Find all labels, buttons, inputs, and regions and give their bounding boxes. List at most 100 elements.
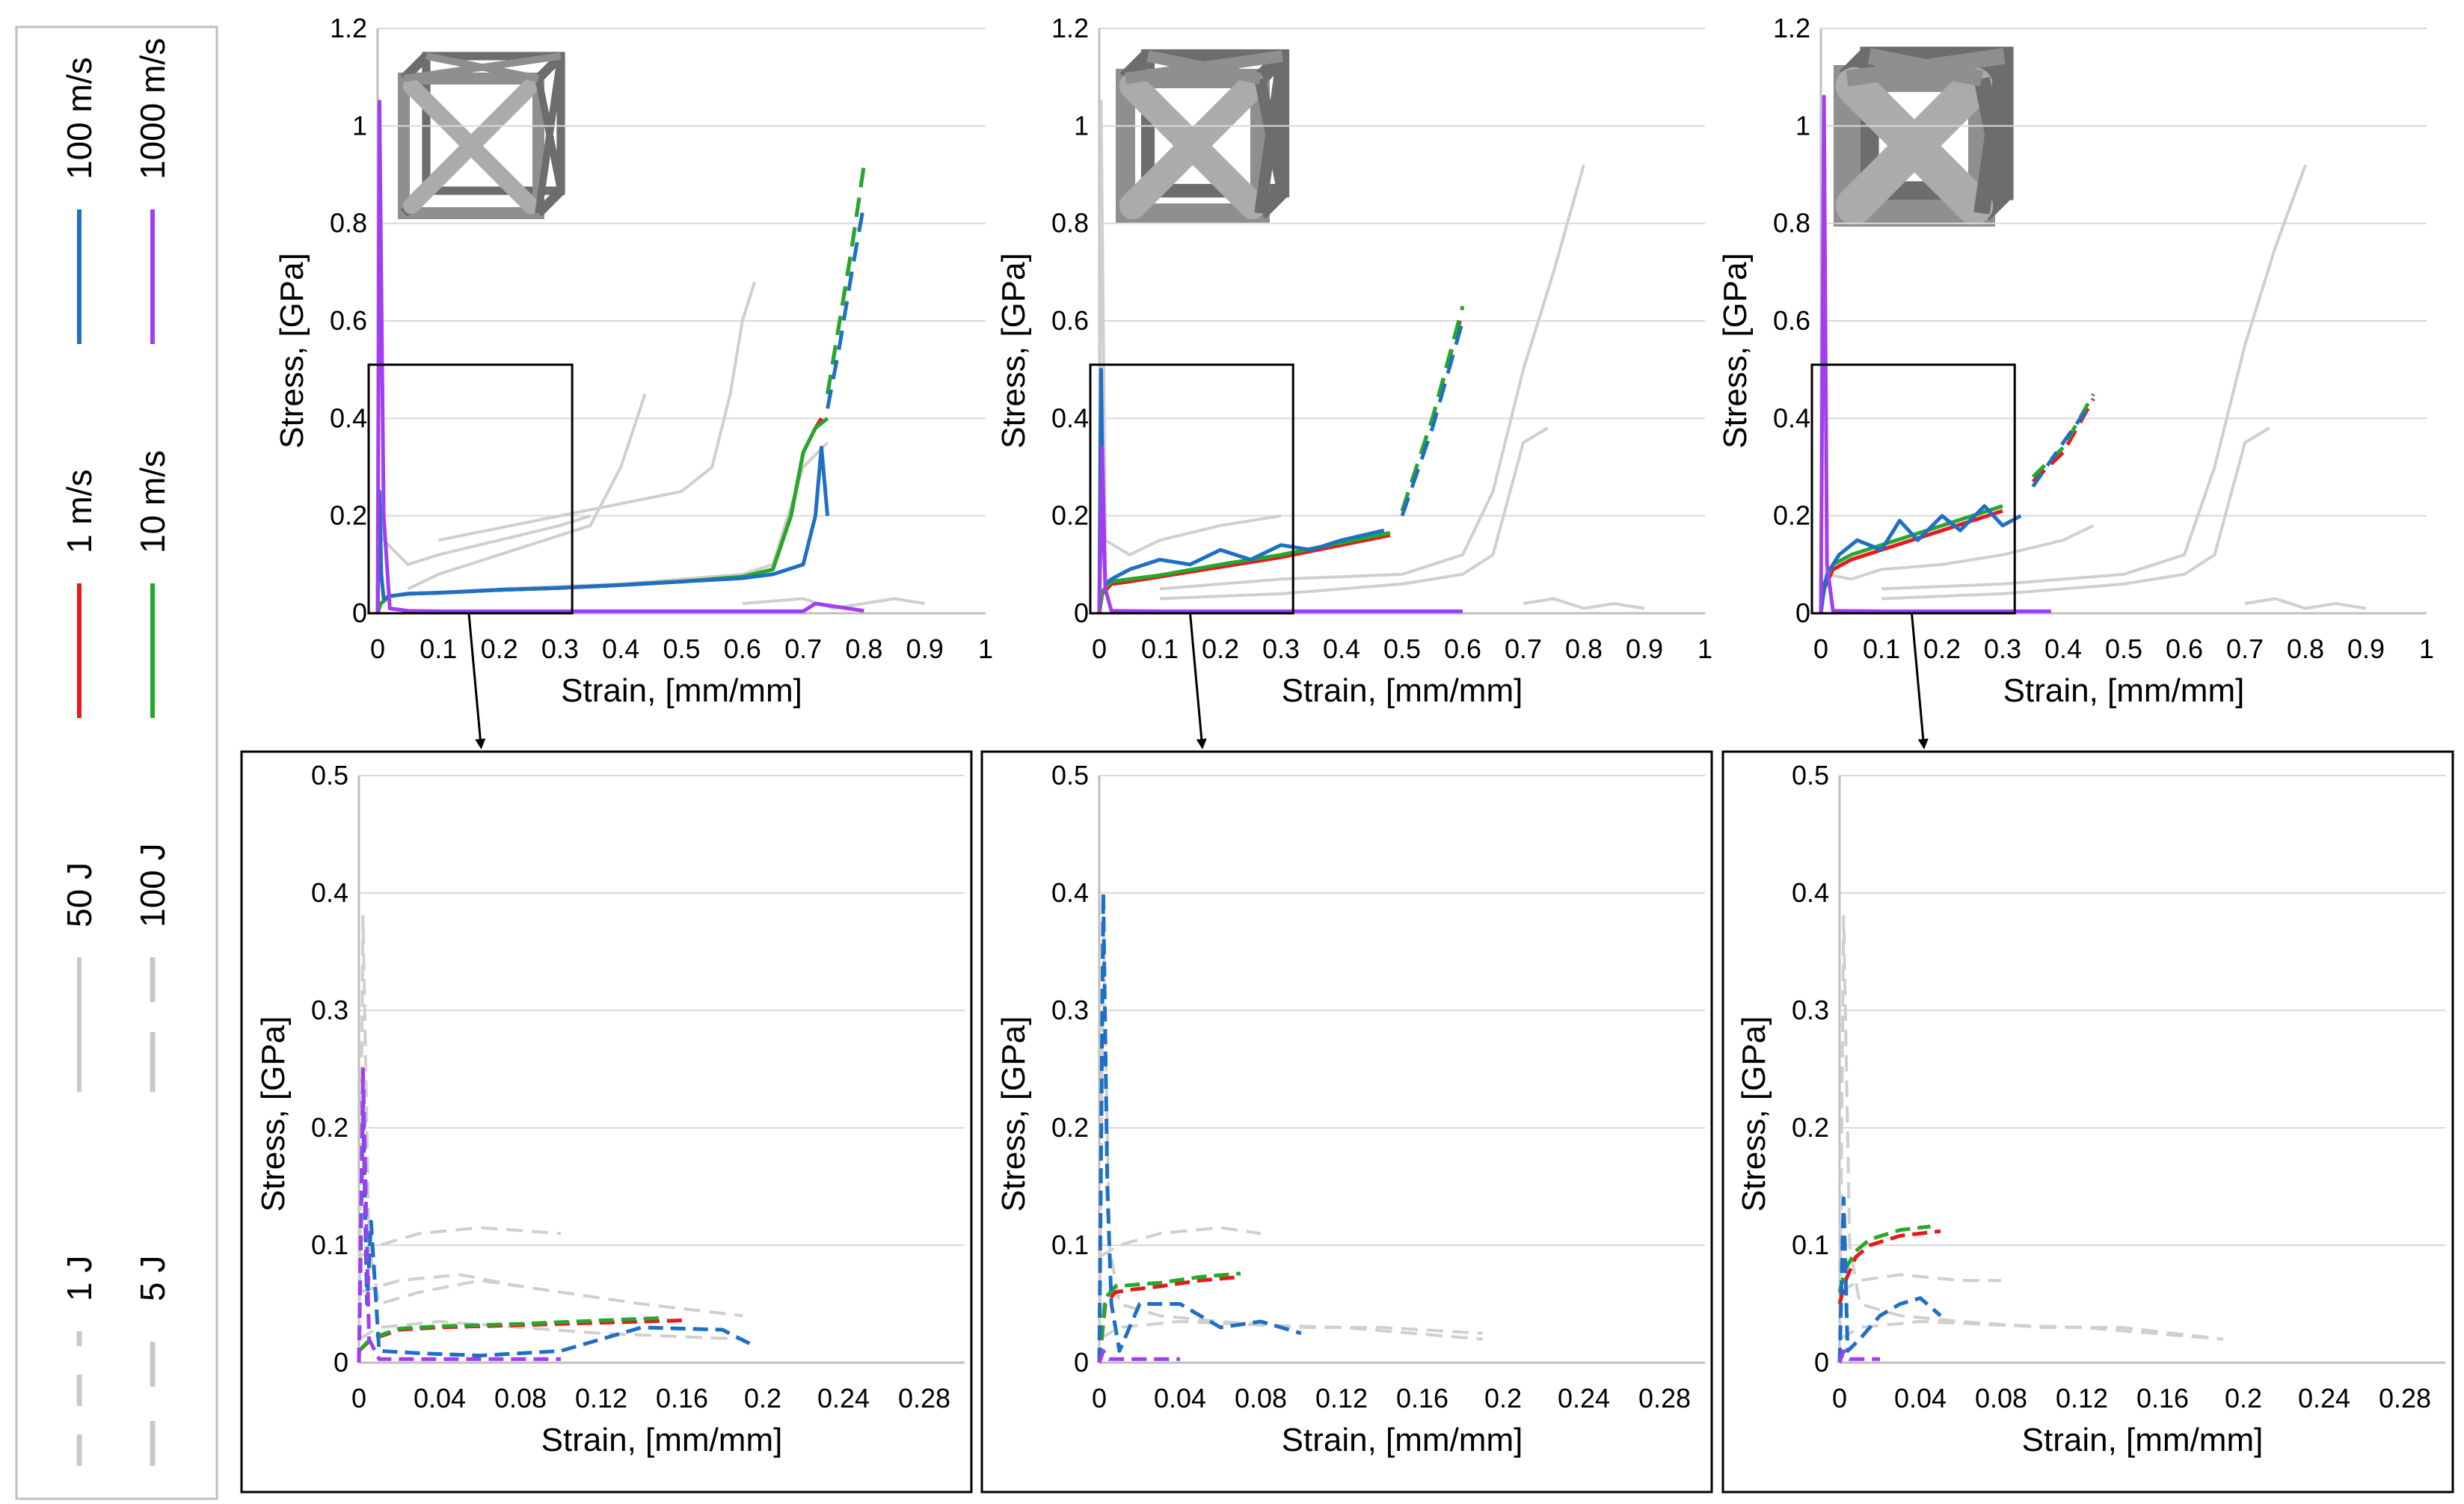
series-extension-10-m-s	[1400, 305, 1465, 512]
x-tick-label: 0.6	[724, 633, 761, 664]
y-tick-label: 0.5	[1792, 760, 1829, 791]
zoom-panel-frame	[980, 750, 1713, 1494]
zoom-arrow	[467, 613, 486, 749]
legend-label: 100 J	[133, 843, 172, 927]
y-tick-label: 1.2	[1773, 13, 1810, 43]
lattice-cell-icon	[1834, 46, 2014, 227]
reference-series-line	[1881, 426, 2270, 601]
lattice-cell-icon	[1116, 49, 1290, 223]
y-tick-label: 0	[334, 1347, 348, 1378]
reference-series-line	[437, 281, 757, 542]
zoom-arrow	[1189, 613, 1207, 749]
reference-series-line	[357, 915, 743, 1363]
x-axis-label: Strain, [mm/mm]	[2003, 672, 2245, 709]
y-tick-label: 0.3	[311, 995, 348, 1025]
series-line-1-m-s	[1837, 1229, 1941, 1305]
x-tick-label: 0.8	[1565, 633, 1603, 664]
series-line-100-m-s	[1097, 891, 1302, 1363]
y-tick-label: 0.4	[1051, 877, 1089, 908]
legend-label: 1 J	[60, 1256, 99, 1301]
x-axis-label: Strain, [mm/mm]	[1282, 1422, 1523, 1458]
y-tick-label: 0.2	[1051, 1112, 1089, 1143]
x-tick-label: 0.16	[2136, 1383, 2189, 1414]
y-tick-label: 1.2	[330, 13, 367, 43]
x-tick-label: 0.6	[2166, 633, 2203, 664]
y-tick-label: 0	[352, 598, 367, 628]
legend-label: 100 m/s	[60, 57, 99, 179]
reference-series-line	[1838, 1320, 2224, 1341]
legend-frame	[15, 25, 218, 1500]
x-tick-label: 0.3	[1984, 633, 2021, 664]
y-tick-label: 0.4	[330, 402, 367, 433]
series-line-1000-m-s	[1837, 1348, 1880, 1363]
reference-series-line	[1838, 915, 2224, 1363]
reference-series-line	[2244, 597, 2367, 610]
y-tick-label: 0	[1074, 598, 1089, 628]
zoom-box	[367, 363, 574, 615]
x-tick-label: 0	[1092, 1383, 1107, 1414]
reference-series-line	[357, 1226, 562, 1259]
x-tick-label: 0.7	[1505, 633, 1542, 664]
x-tick-label: 0.08	[1235, 1383, 1287, 1414]
y-tick-label: 0.1	[1792, 1230, 1829, 1260]
series-extension-10-m-s	[2031, 393, 2095, 479]
reference-series-line	[1159, 426, 1549, 601]
x-tick-label: 0.2	[1923, 633, 1961, 664]
y-tick-label: 1	[352, 110, 367, 141]
series-line-100-m-s	[1837, 1196, 1942, 1363]
series-line-10-m-s	[357, 1316, 663, 1353]
x-tick-label: 0.28	[2379, 1383, 2431, 1414]
x-tick-label: 0.9	[906, 633, 944, 664]
x-tick-label: 0.4	[2044, 633, 2082, 664]
x-tick-label: 0.08	[494, 1383, 547, 1414]
legend: 1 J 50 J 1 m/s 100 m/s 5 J 100 J 10 m/s 1000 m/…	[15, 25, 218, 1500]
x-tick-label: 0.4	[602, 633, 639, 664]
legend-label: 1000 m/s	[133, 38, 172, 179]
y-axis-label: Stress, [GPa]	[995, 1016, 1032, 1212]
y-tick-label: 0.5	[311, 760, 348, 791]
series-line-1-m-s	[357, 1319, 683, 1353]
y-tick-label: 1	[1795, 110, 1810, 141]
x-tick-label: 0.9	[1626, 633, 1663, 664]
x-tick-label: 0.24	[2298, 1383, 2350, 1414]
y-tick-label: 0.1	[311, 1230, 348, 1260]
x-tick-label: 0.24	[1558, 1383, 1610, 1414]
y-axis-label: Stress, [GPa]	[1736, 1016, 1772, 1212]
y-axis-label: Stress, [GPa]	[255, 1016, 292, 1212]
x-axis-label: Strain, [mm/mm]	[1282, 672, 1523, 709]
chart-bottom-left: 0 0.1 0.2 0.3 0.4 0.5 0 0.04 0.08 0.12 0.16 0.2 0.24…	[240, 750, 973, 1494]
y-axis-label: Stress, [GPa]	[274, 253, 310, 449]
x-tick-label: 0.2	[481, 633, 518, 664]
y-tick-label: 0.3	[1051, 995, 1089, 1025]
reference-series-line	[1523, 597, 1645, 610]
x-tick-label: 0.16	[656, 1383, 708, 1414]
zoom-box	[1810, 363, 2016, 615]
x-tick-label: 0.1	[1863, 633, 1900, 664]
x-tick-label: 0.2	[2225, 1383, 2262, 1414]
series-extension-100-m-s	[1400, 320, 1465, 517]
x-tick-label: 0	[351, 1383, 366, 1414]
chart-top-right: 0 0.2 0.4 0.6 0.8 1 1.2 0 0.1 0.2 0.3 0.4 0.5 0.6 0.7 0…	[1717, 13, 2434, 709]
y-tick-label: 0.8	[330, 208, 367, 239]
x-tick-label: 0.2	[1484, 1383, 1522, 1414]
legend-label: 1 m/s	[60, 470, 99, 553]
x-tick-label: 0.7	[2226, 633, 2264, 664]
x-tick-label: 0.12	[575, 1383, 627, 1414]
x-tick-label: 0	[1813, 633, 1828, 664]
series-extension-100-m-s	[826, 203, 866, 409]
y-tick-label: 0.4	[1773, 402, 1810, 433]
x-tick-label: 0.5	[663, 633, 700, 664]
x-tick-label: 0.04	[1894, 1383, 1947, 1414]
series-line-1000-m-s	[357, 1067, 561, 1363]
x-tick-label: 0.28	[898, 1383, 950, 1414]
x-tick-label: 0.5	[2105, 633, 2142, 664]
reference-series-line	[407, 393, 647, 591]
x-tick-label: 0.04	[414, 1383, 466, 1414]
x-tick-label: 0.1	[1141, 633, 1179, 664]
y-tick-label: 0.2	[1792, 1112, 1829, 1143]
x-tick-label: 0.6	[1444, 633, 1481, 664]
x-tick-label: 0.8	[2287, 633, 2324, 664]
y-tick-label: 0.8	[1773, 208, 1810, 239]
y-tick-label: 0.6	[1051, 305, 1089, 336]
y-axis-label: Stress, [GPa]	[995, 253, 1032, 449]
